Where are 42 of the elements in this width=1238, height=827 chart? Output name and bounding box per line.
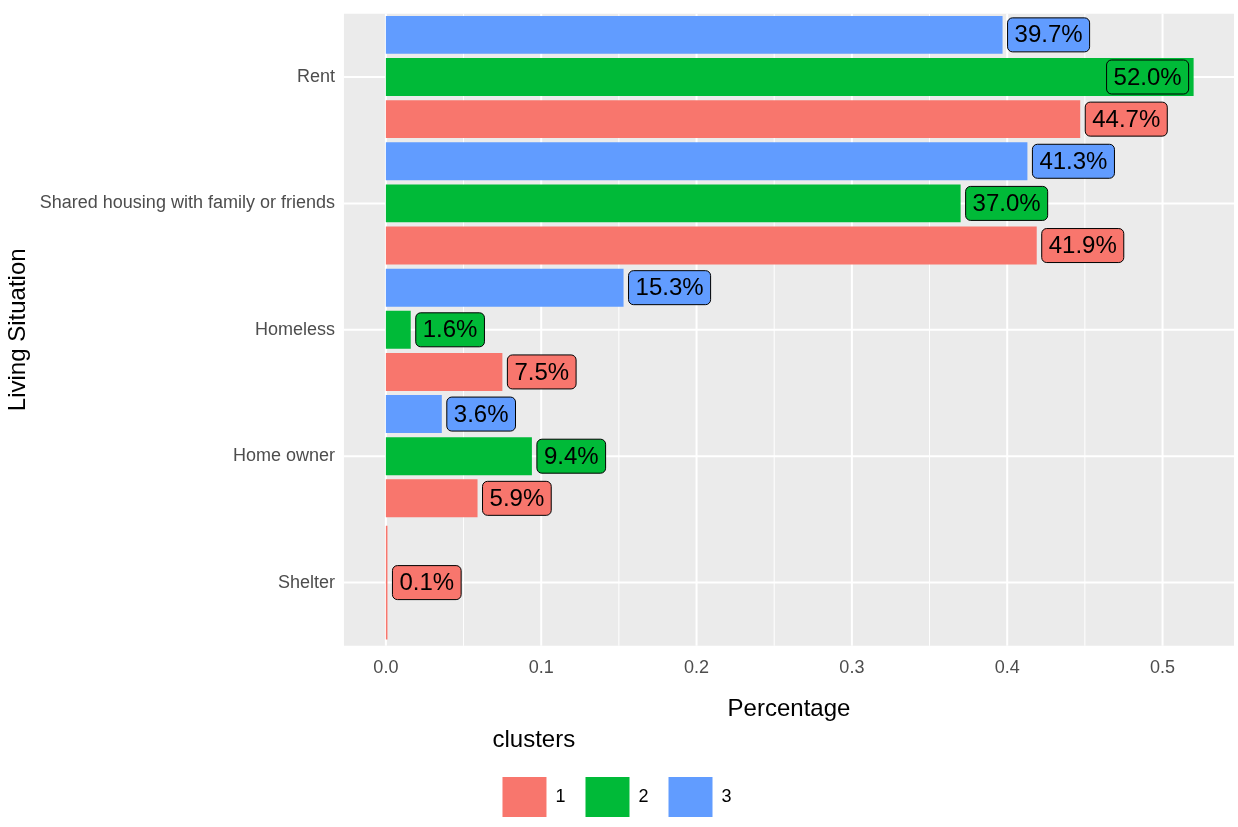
y-tick-label: Home owner [232,445,335,466]
bar [385,479,478,518]
legend-label: 3 [721,785,732,806]
x-tick-label: 0.2 [684,656,710,677]
data-label: 15.3% [635,273,704,301]
bar [385,226,1037,265]
bar [385,395,442,434]
data-label: 3.6% [453,399,509,427]
data-label: 9.4% [543,441,599,469]
legend-label: 2 [638,785,649,806]
y-tick-label: Shared housing with family or friends [39,192,335,213]
y-tick-label: Shelter [277,571,335,592]
x-tick-label: 0.1 [528,656,554,677]
data-label: 0.1% [399,568,455,596]
data-label: 39.7% [1014,20,1083,48]
legend-title: clusters [492,724,576,752]
data-label: 7.5% [514,357,570,385]
x-tick-label: 0.4 [994,656,1020,677]
data-label: 44.7% [1092,104,1161,132]
bar [385,58,1194,96]
x-axis-title: Percentage [727,694,851,722]
data-label: 41.3% [1039,146,1108,174]
data-label: 5.9% [489,483,545,511]
bar [385,100,1081,139]
data-label: 41.9% [1048,231,1117,259]
x-tick-label: 0.0 [373,656,399,677]
bar [385,184,961,223]
legend-label: 1 [555,785,566,806]
bar [385,268,624,307]
x-tick-label: 0.5 [1150,656,1176,677]
bar [385,352,503,391]
x-tick-label: 0.3 [839,656,865,677]
bar [385,437,532,476]
y-tick-label: Rent [296,65,335,86]
bar [385,15,1003,54]
y-axis-title: Living Situation [3,248,31,412]
data-label: 37.0% [972,189,1041,217]
data-label: 1.6% [422,315,478,343]
data-label: 52.0% [1113,62,1182,90]
bar [385,142,1028,181]
y-tick-label: Homeless [254,318,335,339]
bar [385,310,411,349]
